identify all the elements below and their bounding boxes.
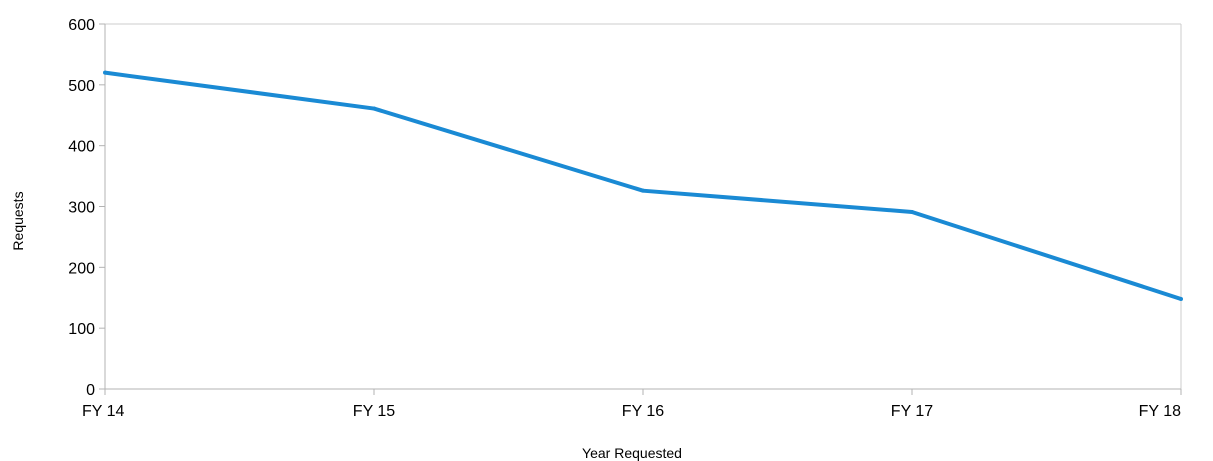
x-tick-label: FY 14 [82, 403, 125, 420]
x-axis-ticks: FY 14 FY 15 FY 16 FY 17 FY 18 [82, 389, 1182, 420]
series-line [104, 70, 1182, 301]
x-tick-label: FY 17 [891, 403, 934, 420]
y-tick-label: 500 [68, 78, 95, 95]
data-point [910, 209, 914, 214]
y-tick-label: 400 [68, 139, 95, 156]
y-tick-label: 0 [86, 382, 95, 399]
y-tick-label: 100 [68, 321, 95, 338]
y-axis-ticks: 0 100 200 300 400 500 600 [68, 17, 105, 399]
plot-frame [105, 23, 1182, 389]
x-tick-label: FY 15 [353, 403, 396, 420]
y-axis-title: Requests [10, 191, 26, 250]
x-axis-title: Year Requested [582, 445, 682, 461]
data-point [1179, 296, 1183, 301]
x-tick-label: FY 16 [622, 403, 665, 420]
axes [104, 24, 1181, 390]
data-point [372, 106, 376, 111]
data-point [641, 188, 645, 193]
series-lines [103, 70, 1183, 301]
x-tick-label: FY 18 [1139, 403, 1182, 420]
data-point [103, 70, 107, 75]
y-tick-label: 300 [68, 200, 95, 217]
y-tick-label: 600 [68, 17, 95, 34]
y-tick-label: 200 [68, 260, 95, 277]
